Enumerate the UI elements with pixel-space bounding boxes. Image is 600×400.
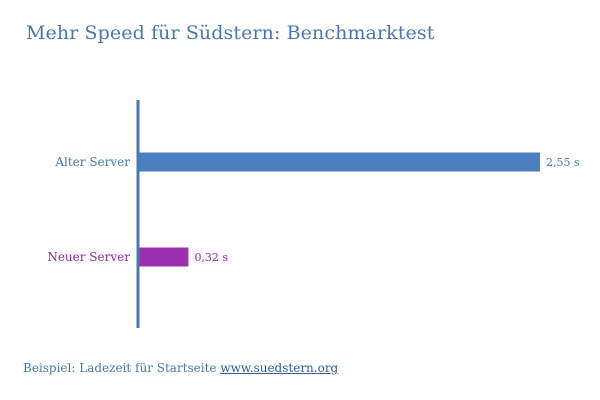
footer-text: Beispiel: Ladezeit für Startseite — [23, 361, 221, 375]
data-label-1: 2,55 s — [546, 156, 580, 169]
footer-link[interactable]: www.suedstern.org — [220, 361, 339, 375]
category-label-1: Alter Server — [54, 155, 130, 169]
category-label-2: Neuer Server — [47, 250, 130, 264]
data-label-2: 0,32 s — [194, 251, 228, 264]
bar-1 — [138, 152, 540, 172]
bar-2 — [138, 247, 189, 267]
chart-title: Mehr Speed für Südstern: Benchmarktest — [26, 22, 435, 44]
footer-caption: Beispiel: Ladezeit für Startseite www.su… — [23, 361, 338, 375]
